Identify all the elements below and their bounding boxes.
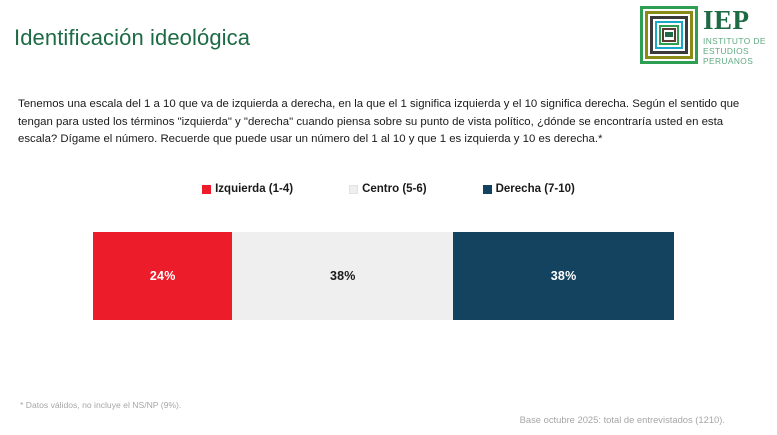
legend-swatch-centro [349, 184, 359, 194]
legend-swatch-derecha [482, 184, 492, 194]
stacked-bar-chart: 24% 38% 38% [93, 232, 674, 320]
legend-item-centro[interactable]: Centro (5-6) [349, 183, 427, 195]
legend-swatch-izquierda [202, 184, 212, 194]
legend-item-izquierda[interactable]: Izquierda (1-4) [202, 183, 293, 195]
legend-label-centro: Centro (5-6) [362, 183, 427, 195]
iep-logo-subtitle-line1: INSTITUTO DE [703, 35, 766, 46]
iep-logo-text: IEP INSTITUTO DE ESTUDIOS PERUANOS [703, 6, 766, 66]
page-title: Identificación ideológica [14, 25, 251, 50]
iep-logo-subtitle: INSTITUTO DE ESTUDIOS PERUANOS [703, 36, 766, 67]
footnote-base: Base octubre 2025: total de entrevistado… [519, 414, 725, 425]
bar-segment-izquierda[interactable]: 24% [93, 232, 233, 320]
iep-logo-subtitle-line2: ESTUDIOS [703, 45, 750, 56]
chart-legend: Izquierda (1-4) Centro (5-6) Derecha (7-… [0, 183, 777, 195]
legend-label-derecha: Derecha (7-10) [495, 183, 575, 195]
iep-logo: IEP INSTITUTO DE ESTUDIOS PERUANOS [640, 6, 772, 68]
iep-logo-subtitle-line3: PERUANOS [703, 56, 754, 67]
bar-value-izquierda: 24% [149, 269, 176, 283]
survey-question-text: Tenemos una escala del 1 a 10 que va de … [18, 98, 740, 146]
legend-label-izquierda: Izquierda (1-4) [215, 183, 294, 195]
bar-value-centro: 38% [330, 269, 356, 283]
legend-item-derecha[interactable]: Derecha (7-10) [482, 183, 575, 195]
bar-segment-derecha[interactable]: 38% [453, 232, 674, 320]
logo-ring-13 [665, 32, 673, 37]
iep-logo-acronym: IEP [703, 5, 750, 35]
bar-value-derecha: 38% [550, 269, 577, 283]
bar-segment-centro[interactable]: 38% [232, 232, 454, 320]
iep-logo-mark-icon [640, 6, 698, 64]
footnote-datos-validos: * Datos válidos, no incluye el NS/NP (9%… [20, 400, 182, 410]
